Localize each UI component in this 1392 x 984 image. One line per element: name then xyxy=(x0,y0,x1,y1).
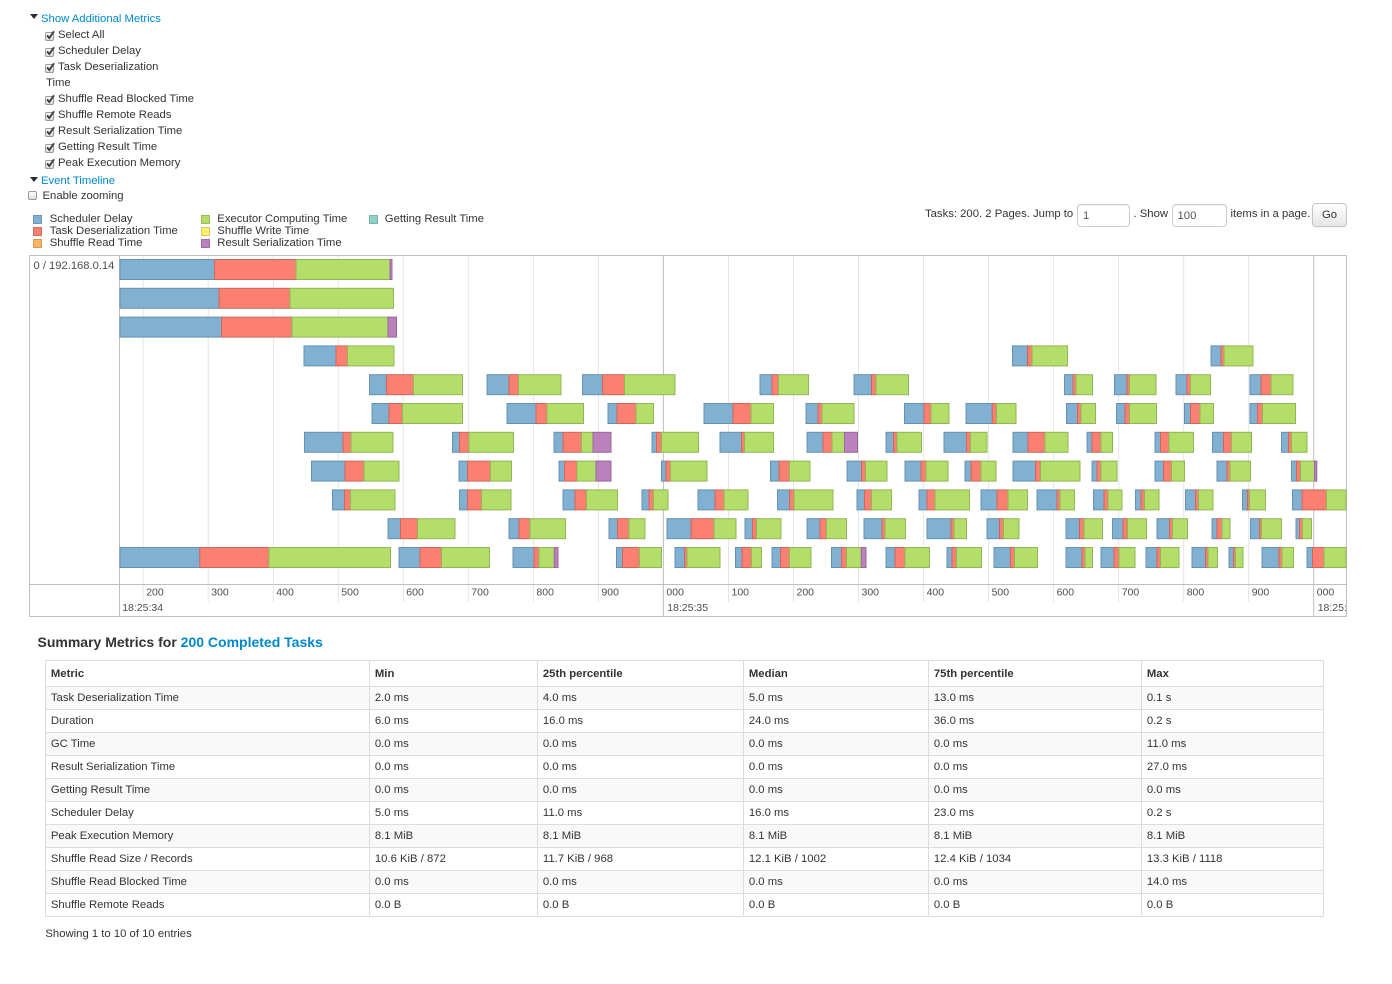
svg-text:18:25:34: 18:25:34 xyxy=(122,602,163,614)
svg-text:300: 300 xyxy=(211,587,229,599)
svg-text:400: 400 xyxy=(276,587,294,599)
svg-text:200: 200 xyxy=(797,587,815,599)
svg-text:700: 700 xyxy=(1122,587,1140,599)
svg-text:200: 200 xyxy=(146,587,164,599)
svg-text:900: 900 xyxy=(601,587,619,599)
svg-text:300: 300 xyxy=(862,587,880,599)
svg-text:500: 500 xyxy=(341,587,359,599)
svg-text:600: 600 xyxy=(1057,587,1075,599)
svg-text:18:25:36: 18:25:36 xyxy=(1318,602,1347,614)
svg-text:500: 500 xyxy=(992,587,1010,599)
svg-text:800: 800 xyxy=(536,587,554,599)
svg-text:400: 400 xyxy=(927,587,945,599)
svg-text:700: 700 xyxy=(471,587,489,599)
svg-text:100: 100 xyxy=(732,587,750,599)
svg-text:000: 000 xyxy=(666,587,684,599)
svg-text:800: 800 xyxy=(1187,587,1205,599)
svg-text:18:25:35: 18:25:35 xyxy=(667,602,708,614)
svg-text:000: 000 xyxy=(1317,587,1335,599)
svg-text:900: 900 xyxy=(1252,587,1270,599)
svg-text:600: 600 xyxy=(406,587,424,599)
